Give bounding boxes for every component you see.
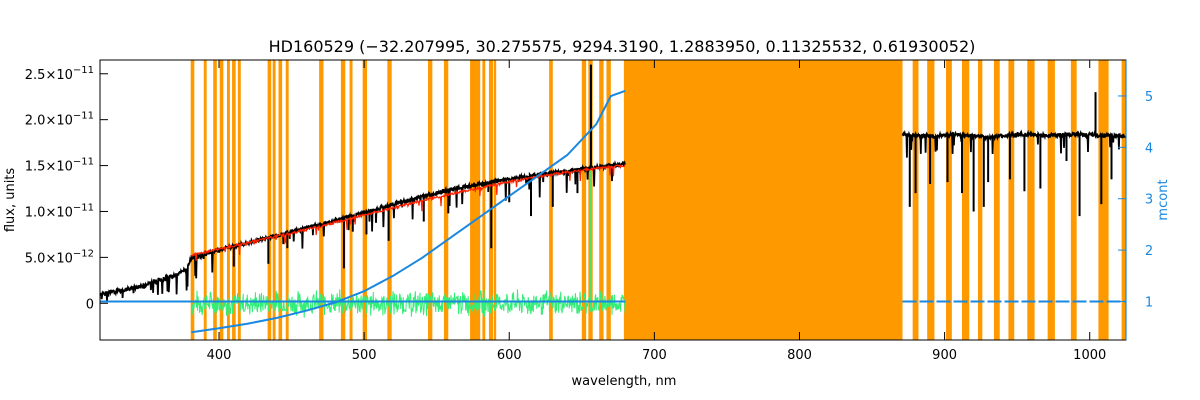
masked-region-18	[470, 60, 481, 340]
masked-region-35	[1027, 60, 1035, 340]
masked-region-32	[977, 60, 983, 340]
masked-region-36	[1047, 60, 1055, 340]
masked-region-15	[387, 60, 392, 340]
masked-region-21	[494, 60, 497, 340]
masked-region-6	[237, 60, 241, 340]
masked-region-30	[946, 60, 952, 340]
masked-region-33	[993, 60, 1000, 340]
masked-region-13	[349, 60, 353, 340]
masked-region-25	[599, 60, 604, 340]
series-layer	[99, 64, 1127, 334]
masked-regions	[190, 60, 1126, 340]
masked-region-26	[606, 60, 611, 340]
masked-region-1	[203, 60, 207, 340]
masked-region-31	[962, 60, 970, 340]
chart-title: HD160529 (−32.207995, 30.275575, 9294.31…	[269, 37, 976, 56]
masked-region-22	[549, 60, 553, 340]
y-right-tick-label-2: 2	[1145, 244, 1153, 259]
masked-region-19	[482, 60, 486, 340]
masked-region-12	[340, 60, 346, 340]
masked-region-16	[427, 60, 433, 340]
plot-frame	[99, 59, 1127, 341]
x-tick-label-1000: 1000	[1073, 348, 1106, 363]
masked-region-23	[581, 60, 587, 340]
masked-region-2	[213, 60, 217, 340]
y-right-tick-label-3: 3	[1145, 193, 1153, 208]
masked-region-27	[623, 60, 903, 340]
series-residuals	[190, 289, 626, 318]
masked-region-9	[278, 60, 283, 340]
y-right-tick-label-1: 1	[1145, 295, 1153, 310]
masked-region-28	[912, 60, 919, 340]
masked-region-5	[232, 60, 236, 340]
masked-region-14	[362, 60, 368, 340]
masked-region-0	[190, 60, 195, 340]
masked-region-39	[1121, 60, 1126, 340]
masked-region-10	[285, 60, 289, 340]
y-left-tick-label-1: 5.0×10−12	[25, 248, 94, 266]
masked-region-8	[272, 60, 276, 340]
masked-region-7	[267, 60, 272, 340]
y-left-tick-label-3: 1.5×10−11	[25, 157, 94, 175]
y-left-tick-label-2: 1.0×10−11	[25, 202, 94, 220]
series-observed-1	[901, 129, 1127, 158]
y-left-tick-label-0: 0	[86, 297, 94, 312]
y-right-tick-label-5: 5	[1145, 90, 1153, 105]
x-tick-label-500: 500	[352, 348, 377, 363]
masked-region-4	[226, 60, 230, 340]
y-right-axis-label: mcont	[1156, 179, 1171, 220]
masked-region-17	[443, 60, 449, 340]
y-left-tick-label-4: 2.0×10−11	[25, 111, 94, 129]
masked-region-38	[1098, 60, 1109, 340]
series-mcont-curve	[191, 89, 626, 334]
x-tick-label-900: 900	[932, 348, 957, 363]
masked-region-34	[1008, 60, 1015, 340]
x-axis-label: wavelength, nm	[572, 374, 677, 389]
masked-region-3	[219, 60, 224, 340]
x-tick-label-700: 700	[642, 348, 667, 363]
y-right-tick-label-4: 4	[1145, 141, 1153, 156]
masked-region-29	[927, 60, 935, 340]
x-tick-label-800: 800	[787, 348, 812, 363]
y-left-axis-label: flux, units	[3, 168, 18, 233]
masked-region-11	[319, 60, 324, 340]
series-observed-0	[99, 160, 626, 301]
series-model	[191, 164, 626, 262]
y-left-tick-label-5: 2.5×10−11	[25, 65, 94, 83]
x-tick-label-400: 400	[207, 348, 232, 363]
x-tick-label-600: 600	[497, 348, 522, 363]
masked-region-37	[1070, 60, 1077, 340]
axis-ticks: 400 500 600 700 800 900 1000 0 5.0×10−12 1.0×10−1…	[25, 60, 1153, 363]
